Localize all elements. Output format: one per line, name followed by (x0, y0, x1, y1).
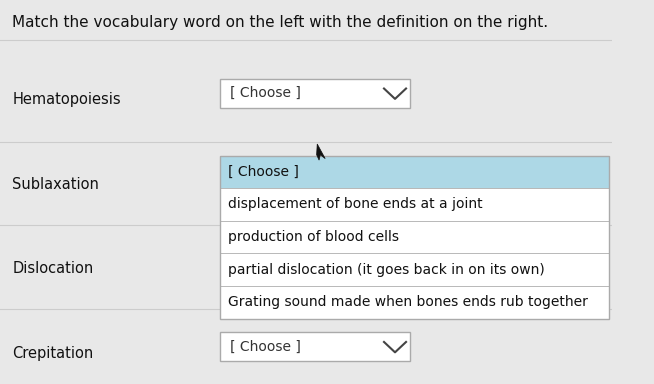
Text: Match the vocabulary word on the left with the definition on the right.: Match the vocabulary word on the left wi… (12, 15, 548, 30)
FancyBboxPatch shape (220, 221, 610, 253)
FancyBboxPatch shape (220, 156, 610, 188)
FancyBboxPatch shape (220, 253, 610, 286)
FancyBboxPatch shape (220, 188, 610, 221)
Text: Sublaxation: Sublaxation (12, 177, 99, 192)
Text: displacement of bone ends at a joint: displacement of bone ends at a joint (228, 197, 483, 212)
Text: Grating sound made when bones ends rub together: Grating sound made when bones ends rub t… (228, 295, 588, 310)
FancyBboxPatch shape (220, 79, 410, 108)
Text: production of blood cells: production of blood cells (228, 230, 399, 244)
FancyBboxPatch shape (220, 332, 410, 361)
Text: Dislocation: Dislocation (12, 261, 94, 276)
FancyBboxPatch shape (220, 286, 610, 319)
Text: [ Choose ]: [ Choose ] (228, 165, 299, 179)
Text: [ Choose ]: [ Choose ] (230, 86, 301, 100)
Text: partial dislocation (it goes back in on its own): partial dislocation (it goes back in on … (228, 263, 545, 277)
Polygon shape (317, 144, 325, 160)
Text: Crepitation: Crepitation (12, 346, 94, 361)
Text: [ Choose ]: [ Choose ] (230, 339, 301, 354)
Text: Hematopoiesis: Hematopoiesis (12, 92, 121, 108)
